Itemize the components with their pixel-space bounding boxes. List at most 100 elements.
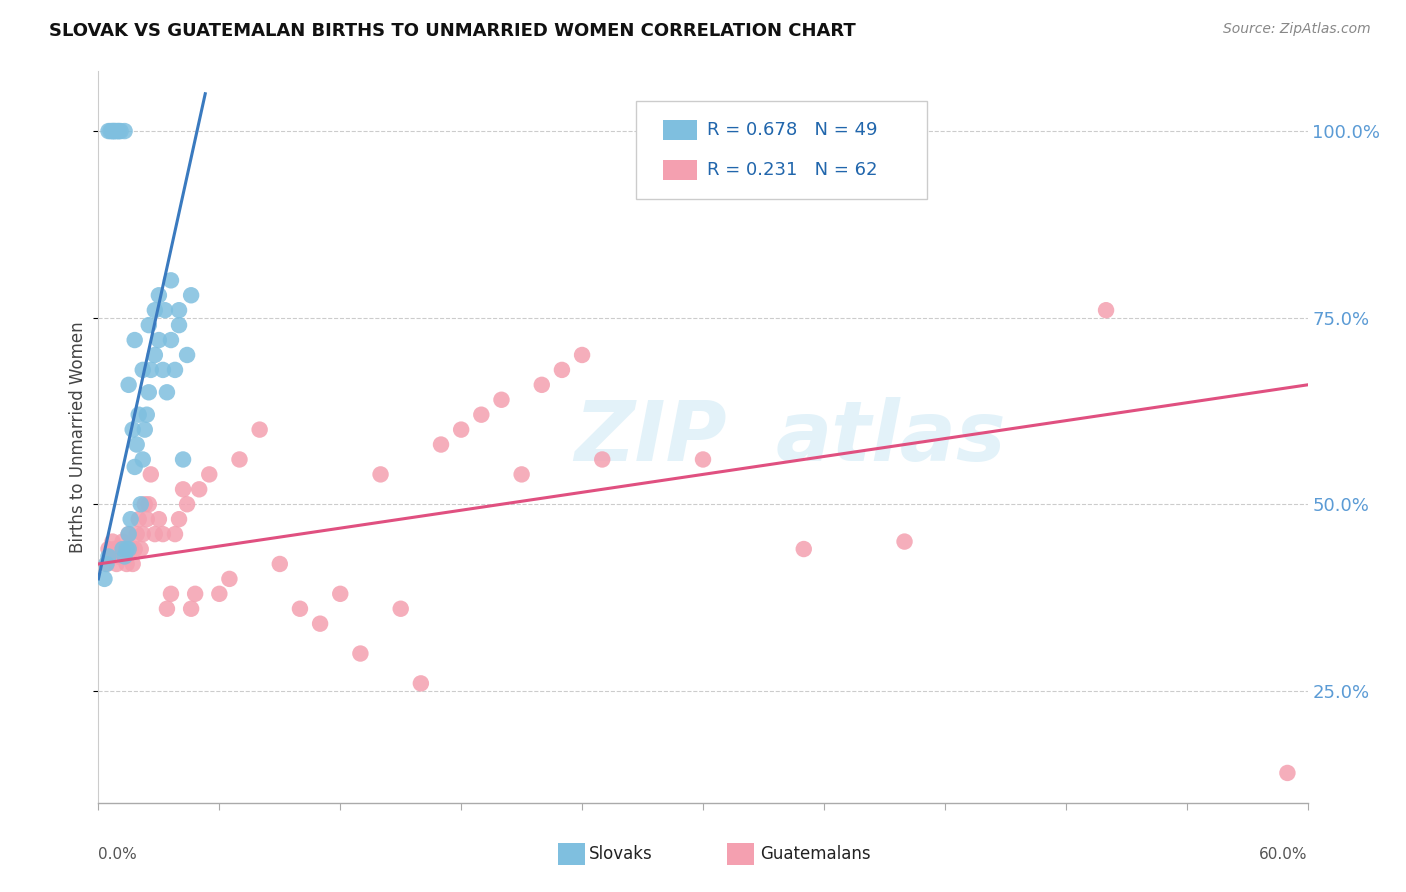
Point [101,124,124,138]
Point [180,601,202,615]
Point [288,601,311,615]
Point [156,601,179,615]
Point [129,542,152,557]
Point [152,363,174,377]
Text: Source: ZipAtlas.com: Source: ZipAtlas.com [1223,22,1371,37]
Point [101,124,124,138]
Point [430,437,453,451]
Point [128,512,150,526]
Point [143,527,166,541]
Point [128,408,150,422]
Point [97,542,120,557]
Point [591,452,613,467]
FancyBboxPatch shape [727,843,754,865]
Point [184,587,207,601]
Point [134,423,156,437]
Text: ZIP: ZIP [575,397,727,477]
Point [450,423,472,437]
Point [96,557,118,571]
Point [107,124,129,138]
Text: R = 0.231   N = 62: R = 0.231 N = 62 [707,161,877,179]
Point [172,452,194,467]
Text: SLOVAK VS GUATEMALAN BIRTHS TO UNMARRIED WOMEN CORRELATION CHART: SLOVAK VS GUATEMALAN BIRTHS TO UNMARRIED… [49,22,856,40]
Point [100,549,122,564]
Point [132,452,155,467]
Point [160,587,183,601]
Point [111,534,134,549]
Point [96,557,118,571]
Point [198,467,221,482]
Point [148,333,170,347]
Point [129,497,152,511]
Point [139,467,162,482]
Point [100,124,122,138]
Point [139,363,162,377]
Point [167,512,190,526]
FancyBboxPatch shape [664,160,697,180]
Text: Slovaks: Slovaks [589,845,654,863]
Point [148,288,170,302]
Point [138,318,160,332]
Point [124,333,146,347]
Point [163,363,186,377]
Point [138,385,160,400]
Y-axis label: Births to Unmarried Women: Births to Unmarried Women [69,321,87,553]
Point [571,348,593,362]
Point [121,557,143,571]
Point [510,467,533,482]
Point [530,377,553,392]
Point [551,363,574,377]
Point [152,527,174,541]
Point [208,587,231,601]
Point [218,572,240,586]
Point [309,616,332,631]
Text: Guatemalans: Guatemalans [759,845,870,863]
Point [118,377,141,392]
Point [114,124,136,138]
Point [107,549,129,564]
Point [143,348,166,362]
Text: atlas: atlas [776,397,1007,477]
Point [180,288,202,302]
Point [93,572,115,586]
Point [1277,766,1299,780]
Point [101,534,124,549]
Point [138,497,160,511]
Point [269,557,291,571]
Point [125,527,148,541]
Point [121,423,143,437]
Point [107,124,129,138]
Point [156,385,179,400]
Point [143,303,166,318]
Text: 60.0%: 60.0% [1260,847,1308,862]
Point [370,467,392,482]
FancyBboxPatch shape [664,120,697,140]
Point [114,549,136,564]
Text: 0.0%: 0.0% [98,847,138,862]
Point [893,534,915,549]
Point [97,124,120,138]
Point [470,408,492,422]
Point [118,527,141,541]
Point [172,483,194,497]
Point [114,542,136,557]
Point [110,542,132,557]
Point [349,647,371,661]
FancyBboxPatch shape [637,101,927,200]
Point [176,348,198,362]
Point [105,557,128,571]
Point [120,512,142,526]
Point [135,408,157,422]
Point [188,483,211,497]
Point [110,124,132,138]
Point [793,542,815,557]
Point [167,303,190,318]
Point [115,557,138,571]
Point [228,452,250,467]
Point [118,527,141,541]
Point [97,549,120,564]
Point [132,363,155,377]
Point [163,527,186,541]
Point [105,124,128,138]
Text: R = 0.678   N = 49: R = 0.678 N = 49 [707,121,877,139]
